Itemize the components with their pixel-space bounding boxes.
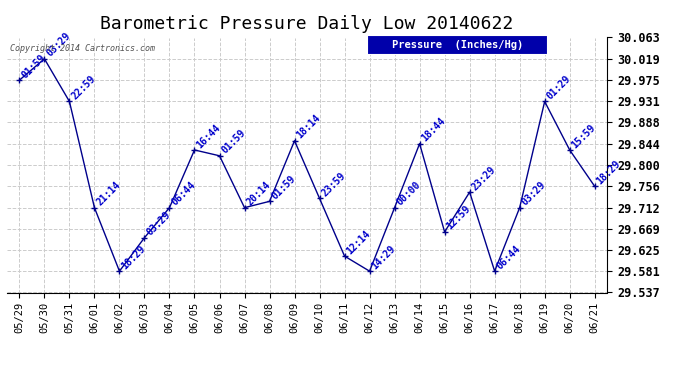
- Text: 03:29: 03:29: [44, 31, 72, 59]
- Text: 01:29: 01:29: [544, 74, 573, 102]
- Title: Barometric Pressure Daily Low 20140622: Barometric Pressure Daily Low 20140622: [101, 15, 513, 33]
- Text: 12:14: 12:14: [344, 228, 373, 256]
- Text: 14:29: 14:29: [370, 243, 397, 271]
- Text: 15:59: 15:59: [570, 122, 598, 150]
- Text: 21:14: 21:14: [95, 180, 122, 208]
- Text: 23:29: 23:29: [470, 164, 497, 192]
- Text: 18:14: 18:14: [295, 113, 322, 141]
- Text: 20:14: 20:14: [244, 180, 273, 208]
- Text: 06:44: 06:44: [495, 243, 522, 271]
- Text: 01:59: 01:59: [219, 128, 247, 156]
- Text: 22:59: 22:59: [70, 74, 97, 102]
- Text: 18:29: 18:29: [595, 159, 622, 186]
- Text: 12:59: 12:59: [444, 204, 473, 232]
- Text: 23:59: 23:59: [319, 171, 347, 198]
- Text: 03:29: 03:29: [520, 180, 547, 208]
- Text: Copyright 2014 Cartronics.com: Copyright 2014 Cartronics.com: [10, 44, 155, 53]
- Text: 06:44: 06:44: [170, 180, 197, 208]
- Text: 01:59: 01:59: [19, 53, 47, 80]
- Text: 01:59: 01:59: [270, 174, 297, 201]
- Text: 18:29: 18:29: [119, 243, 147, 271]
- Text: 18:44: 18:44: [420, 116, 447, 144]
- Text: 00:00: 00:00: [395, 180, 422, 208]
- Text: 03:29: 03:29: [144, 210, 172, 238]
- Text: 16:44: 16:44: [195, 122, 222, 150]
